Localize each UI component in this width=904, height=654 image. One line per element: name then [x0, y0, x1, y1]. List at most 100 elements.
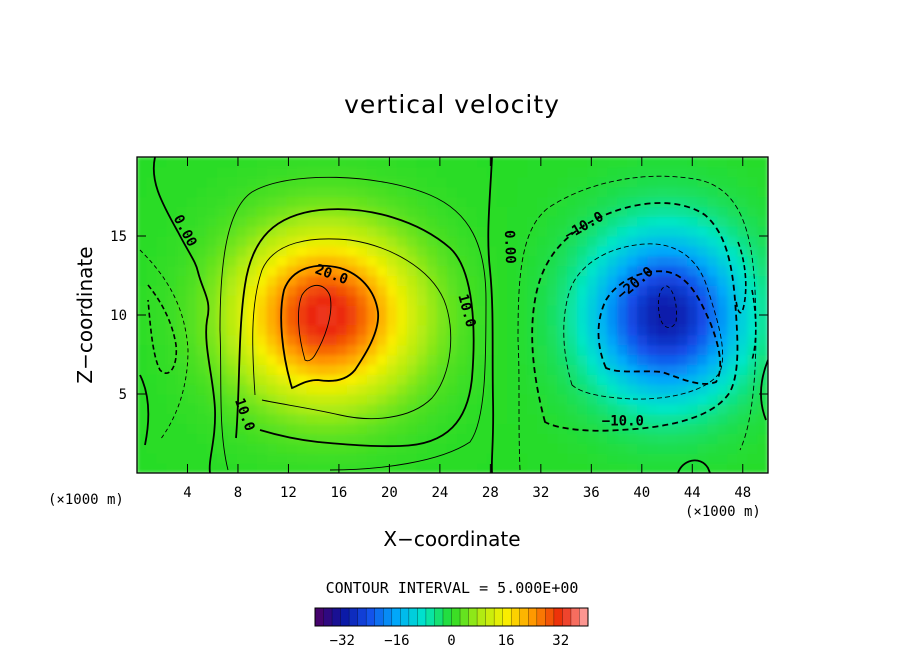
heatmap-cell [356, 314, 368, 326]
heatmap-cell [296, 245, 308, 257]
heatmap-cell [557, 363, 569, 375]
heatmap-cell [286, 274, 298, 286]
heatmap-cell [426, 334, 439, 346]
heatmap-cell [527, 274, 539, 286]
heatmap-cell [567, 235, 579, 247]
heatmap-cell [306, 225, 318, 237]
heatmap-cell [657, 413, 669, 425]
heatmap-cell [627, 205, 639, 217]
heatmap-cell [186, 373, 198, 385]
heatmap-cell [657, 373, 669, 385]
heatmap-cell [206, 304, 218, 316]
heatmap-cell [376, 344, 388, 356]
heatmap-cell [557, 383, 569, 395]
heatmap-cell [547, 215, 559, 227]
heatmap-cell [597, 314, 609, 326]
x-tick-label: 44 [684, 485, 701, 501]
heatmap-cell [727, 294, 739, 306]
heatmap-cell [677, 157, 689, 168]
heatmap-cell [527, 452, 539, 464]
heatmap-cell [206, 393, 218, 405]
heatmap-cell [416, 195, 429, 207]
heatmap-cell [226, 176, 238, 188]
heatmap-cell [727, 245, 739, 257]
heatmap-cell [186, 383, 198, 395]
heatmap-cell [667, 423, 679, 435]
heatmap-cell [527, 255, 539, 267]
heatmap-cell [326, 235, 338, 247]
heatmap-cell [426, 245, 439, 257]
heatmap-cell [166, 403, 178, 415]
heatmap-cell [137, 176, 148, 188]
heatmap-cell [496, 413, 509, 425]
heatmap-cell [567, 304, 579, 316]
heatmap-cell [476, 166, 489, 178]
heatmap-cell [416, 304, 429, 316]
heatmap-cell [436, 304, 449, 316]
heatmap-cell [697, 393, 709, 405]
heatmap-cell [707, 452, 719, 464]
heatmap-cell [446, 205, 459, 217]
heatmap-cell [637, 314, 649, 326]
heatmap-cell [456, 403, 469, 415]
heatmap-cell [657, 363, 669, 375]
heatmap-cell [376, 265, 388, 277]
heatmap-cell [657, 186, 669, 198]
heatmap-cell [617, 363, 629, 375]
heatmap-cell [236, 274, 248, 286]
heatmap-cell [436, 363, 449, 375]
heatmap-cell [577, 205, 589, 217]
heatmap-cell [306, 157, 318, 168]
heatmap-cell [256, 403, 268, 415]
heatmap-cell [466, 344, 479, 356]
heatmap-cell [226, 452, 238, 464]
heatmap-cell [707, 334, 719, 346]
heatmap-cell [597, 353, 609, 365]
heatmap-cell [176, 314, 188, 326]
heatmap-cell [687, 265, 699, 277]
heatmap-cell [226, 265, 238, 277]
heatmap-cell [717, 334, 729, 346]
heatmap-cell [406, 195, 419, 207]
heatmap-cell [137, 462, 148, 473]
heatmap-cell [737, 393, 749, 405]
heatmap-cell [406, 363, 419, 375]
heatmap-cell [687, 423, 699, 435]
heatmap-cell [737, 314, 749, 326]
x-axis-label: X−coordinate [383, 527, 520, 551]
heatmap-cell [156, 225, 168, 237]
heatmap-cell [176, 383, 188, 395]
heatmap-cell [436, 432, 449, 444]
heatmap-cell [366, 176, 378, 188]
heatmap-cell [216, 157, 228, 168]
heatmap-cell [326, 195, 338, 207]
heatmap-cell [476, 225, 489, 237]
heatmap-cell [617, 353, 629, 365]
heatmap-cell [266, 274, 278, 286]
colorbar-swatch [408, 608, 418, 626]
heatmap-cell [366, 205, 378, 217]
heatmap-cell [406, 284, 419, 296]
heatmap-cell [476, 195, 489, 207]
heatmap-cell [567, 442, 579, 454]
heatmap-cell [156, 363, 168, 375]
heatmap-cell [687, 344, 699, 356]
heatmap-cell [416, 334, 429, 346]
heatmap-cell [617, 176, 629, 188]
heatmap-cell [366, 255, 378, 267]
heatmap-cell [326, 314, 338, 326]
x-tick-label: 24 [431, 485, 448, 501]
heatmap-cell [587, 363, 599, 375]
heatmap-cell [276, 176, 288, 188]
heatmap-cell [757, 334, 768, 346]
heatmap-cell [517, 274, 529, 286]
heatmap-cell [226, 166, 238, 178]
heatmap-cell [186, 205, 198, 217]
heatmap-cell [557, 265, 569, 277]
heatmap-cell [406, 344, 419, 356]
heatmap-cell [547, 353, 559, 365]
heatmap-cell [306, 442, 318, 454]
heatmap-cell [246, 334, 258, 346]
heatmap-cell [577, 166, 589, 178]
heatmap-cell [747, 284, 759, 296]
